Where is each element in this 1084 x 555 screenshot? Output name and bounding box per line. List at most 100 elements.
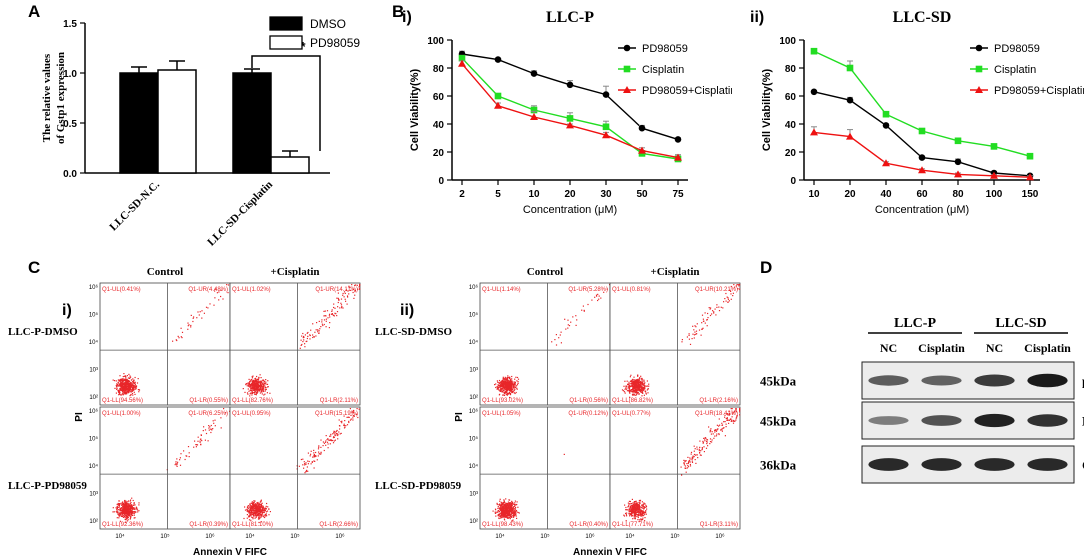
data-point — [566, 115, 574, 122]
flow-dot — [635, 394, 637, 396]
flow-dot — [252, 386, 254, 388]
flow-dot — [695, 330, 698, 332]
flow-dot — [128, 512, 130, 514]
flow-dot — [125, 501, 127, 504]
data-point — [1026, 152, 1034, 160]
flow-dot — [325, 326, 327, 328]
flow-dot — [514, 515, 516, 517]
flow-dot — [510, 507, 512, 509]
flow-dot — [252, 375, 254, 377]
flow-dot — [728, 410, 730, 412]
flow-dot — [736, 284, 738, 286]
flow-dot — [508, 507, 510, 509]
flow-dot — [255, 377, 257, 379]
flow-dot — [630, 385, 632, 387]
flow-dot — [638, 389, 640, 391]
x-tick-label: 10⁵ — [290, 533, 300, 540]
x-tick-label: 10⁴ — [245, 533, 255, 540]
flow-dot — [246, 514, 248, 516]
flow-dot — [118, 514, 121, 516]
flow-dot — [252, 382, 255, 384]
flow-dot — [506, 383, 508, 385]
flow-dot — [643, 380, 645, 382]
flow-dot — [635, 507, 637, 509]
flow-dot — [252, 512, 254, 514]
flow-dot — [243, 517, 245, 520]
flow-dot — [634, 390, 636, 393]
flow-dot — [119, 503, 121, 505]
flow-dot — [505, 382, 507, 384]
flow-dot — [251, 376, 253, 378]
data-point — [530, 106, 538, 114]
flow-dot — [120, 378, 122, 380]
flow-dot — [509, 518, 511, 520]
flow-dot — [495, 515, 497, 517]
flow-dot — [251, 503, 253, 505]
legend-marker — [975, 44, 983, 52]
flow-dot — [120, 515, 122, 517]
flow-dot — [558, 337, 560, 339]
flow-dot — [506, 394, 508, 396]
flow-dot — [503, 510, 505, 512]
flow-dot — [261, 382, 263, 384]
flow-dot — [260, 387, 262, 389]
flow-dot — [715, 314, 717, 316]
flow-dot — [517, 511, 519, 514]
flow-dot — [643, 512, 645, 514]
flow-dot — [126, 513, 128, 515]
flow-dot — [248, 516, 250, 518]
flow-dot — [261, 513, 263, 515]
flow-dot — [251, 377, 254, 379]
flow-dot — [727, 301, 729, 303]
flow-dot — [687, 462, 689, 464]
flow-dot — [135, 386, 137, 388]
flow-dot — [503, 392, 505, 394]
flow-dot — [126, 379, 128, 381]
flow-dot — [126, 511, 128, 513]
flow-dot — [302, 332, 304, 335]
flow-dot — [511, 520, 513, 522]
flow-dot — [332, 437, 335, 439]
flow-dot — [119, 513, 121, 515]
flow-dot — [260, 389, 262, 391]
flow-dot — [122, 392, 124, 394]
flow-dot — [335, 313, 337, 315]
flow-dot — [337, 301, 339, 304]
flow-dot — [135, 508, 137, 510]
flow-dot — [134, 382, 136, 384]
flow-dot — [639, 389, 642, 391]
legend-marker — [975, 65, 983, 73]
flow-dot — [255, 516, 257, 518]
data-point — [990, 171, 998, 179]
flow-dot — [501, 381, 503, 383]
flow-dot — [258, 521, 260, 524]
flow-dot — [634, 381, 636, 383]
flow-dot — [298, 465, 300, 467]
flow-dot — [121, 504, 123, 506]
flow-dot — [631, 382, 633, 384]
flow-dot — [354, 284, 356, 286]
y-tick-label: 40 — [785, 120, 797, 131]
flow-dot — [511, 515, 513, 517]
flow-dot — [350, 414, 352, 416]
flow-dot — [621, 389, 624, 391]
flow-dot — [506, 504, 508, 506]
flow-dot — [127, 392, 129, 394]
flow-dot — [507, 516, 509, 518]
flow-dot — [325, 435, 327, 437]
flow-dot — [123, 513, 125, 515]
flow-dot — [345, 289, 347, 291]
flow-dot — [259, 503, 261, 505]
flow-dot — [699, 440, 701, 442]
y-tick-label: 10⁶ — [469, 284, 479, 291]
flow-dot — [357, 288, 359, 290]
flow-dot — [633, 393, 635, 395]
flow-dot — [511, 506, 513, 508]
flow-dot — [253, 503, 255, 505]
flow-dot — [699, 452, 701, 454]
flow-dot — [354, 289, 356, 291]
flow-dot — [324, 310, 326, 312]
flow-dot — [127, 387, 129, 389]
flow-dot — [629, 396, 631, 398]
flow-dot — [511, 500, 513, 502]
